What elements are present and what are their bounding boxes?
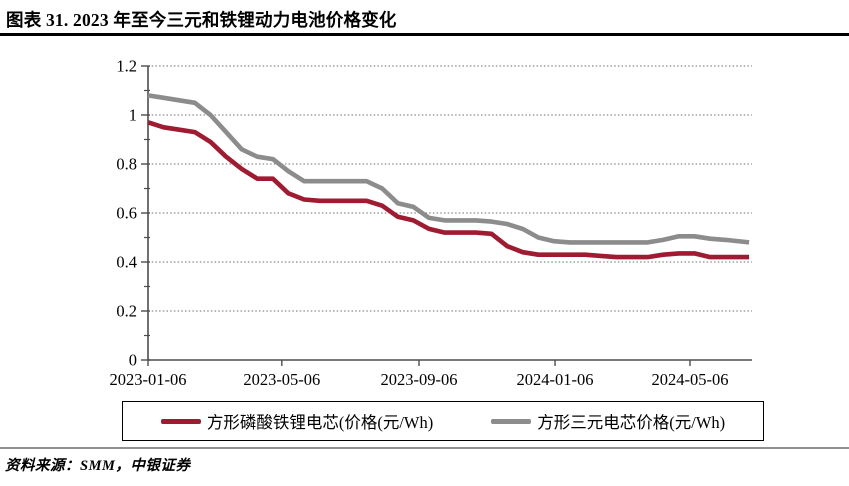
svg-text:0: 0 [129, 351, 137, 370]
ncm-line-swatch [491, 418, 532, 424]
legend-item-lfp: 方形磷酸铁锂电芯(价格(元/Wh) [160, 409, 434, 433]
chart-legend: 方形磷酸铁锂电芯(价格(元/Wh) 方形三元电芯价格(元/Wh) [122, 401, 764, 441]
price-line-chart: 0 0.2 0.4 0.6 0.8 1 1.2 2023-01-06 2023-05-06 202… [0, 36, 849, 396]
svg-text:2024-01-06: 2024-01-06 [517, 370, 594, 389]
chart-canvas: 0 0.2 0.4 0.6 0.8 1 1.2 2023-01-06 2023-05-06 202… [110, 57, 752, 389]
svg-text:0.6: 0.6 [116, 204, 137, 223]
svg-text:0.8: 0.8 [116, 155, 137, 174]
title-divider-rule [0, 33, 849, 36]
figure-title: 图表 31. 2023 年至今三元和铁锂动力电池价格变化 [6, 10, 397, 30]
svg-text:2023-09-06: 2023-09-06 [381, 370, 458, 389]
svg-text:0.2: 0.2 [116, 302, 137, 321]
svg-text:0.4: 0.4 [116, 253, 137, 272]
svg-text:2024-05-06: 2024-05-06 [652, 370, 729, 389]
legend-item-ncm: 方形三元电芯价格(元/Wh) [491, 409, 725, 433]
legend-label-ncm: 方形三元电芯价格(元/Wh) [537, 413, 726, 432]
svg-text:2023-05-06: 2023-05-06 [243, 370, 320, 389]
source-note: 资料来源：SMM，中银证券 [5, 458, 191, 474]
svg-text:2023-01-06: 2023-01-06 [110, 370, 187, 389]
footer-divider-rule [0, 447, 849, 449]
svg-text:1.2: 1.2 [116, 57, 137, 76]
legend-label-lfp: 方形磷酸铁锂电芯(价格(元/Wh) [206, 413, 434, 432]
svg-text:1: 1 [129, 106, 137, 125]
lfp-line-swatch [160, 418, 201, 424]
